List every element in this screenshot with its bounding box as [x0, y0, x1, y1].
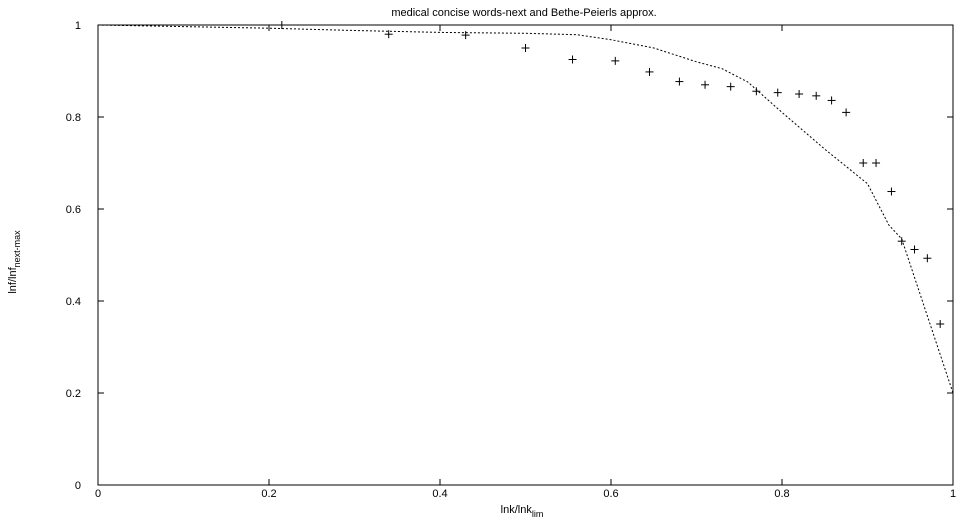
x-axis-ticks: 0 0.2 0.4 0.6 0.8 1	[95, 25, 956, 500]
x-tick-label: 0.2	[261, 488, 276, 500]
data-point	[675, 77, 684, 86]
x-tick-label: 0.8	[774, 488, 789, 500]
data-point	[923, 254, 932, 263]
data-point	[872, 159, 881, 167]
data-point	[812, 91, 821, 100]
data-point	[611, 56, 620, 65]
series-line	[97, 24, 954, 394]
y-tick-label: 0.2	[66, 388, 81, 400]
x-tick-label: 1	[950, 488, 956, 500]
data-point	[726, 82, 735, 91]
y-tick-label: 0.8	[66, 112, 81, 124]
x-axis-label-main: lnk/lnk	[501, 504, 533, 516]
data-point	[936, 320, 945, 328]
y-tick-label: 0.4	[66, 296, 81, 308]
data-point	[859, 159, 868, 167]
data-point	[773, 88, 782, 97]
y-axis-ticks: 0 0.2 0.4 0.6 0.8 1	[66, 20, 953, 492]
chart-title: medical concise words-next and Bethe-Pei…	[391, 7, 656, 19]
data-point	[827, 96, 836, 105]
data-point	[277, 21, 286, 29]
data-point	[897, 237, 906, 246]
data-point	[910, 245, 919, 254]
y-tick-label: 0.6	[66, 204, 81, 216]
series-layer	[97, 21, 954, 394]
x-tick-label: 0.6	[603, 488, 618, 500]
data-point	[384, 30, 393, 39]
data-point	[887, 187, 896, 196]
x-axis-label-sub: lim	[532, 509, 544, 519]
data-point	[568, 55, 577, 64]
plot-frame	[97, 24, 954, 486]
y-tick-label: 1	[75, 20, 81, 32]
y-axis-label-main: lnf/lnf	[7, 266, 19, 293]
data-point	[795, 90, 804, 98]
x-tick-label: 0	[95, 488, 101, 500]
x-tick-label: 0.4	[432, 488, 447, 500]
x-axis-label: lnk/lnklim	[501, 504, 544, 519]
data-point	[842, 108, 851, 117]
data-point	[521, 44, 530, 52]
data-point	[461, 31, 470, 40]
y-axis-label: lnf/lnfnext-max	[7, 230, 22, 294]
data-point	[752, 87, 761, 96]
y-axis-label-sub: next-max	[12, 230, 22, 268]
y-tick-label: 0	[75, 480, 81, 492]
data-point	[701, 80, 710, 89]
data-point	[645, 67, 654, 76]
